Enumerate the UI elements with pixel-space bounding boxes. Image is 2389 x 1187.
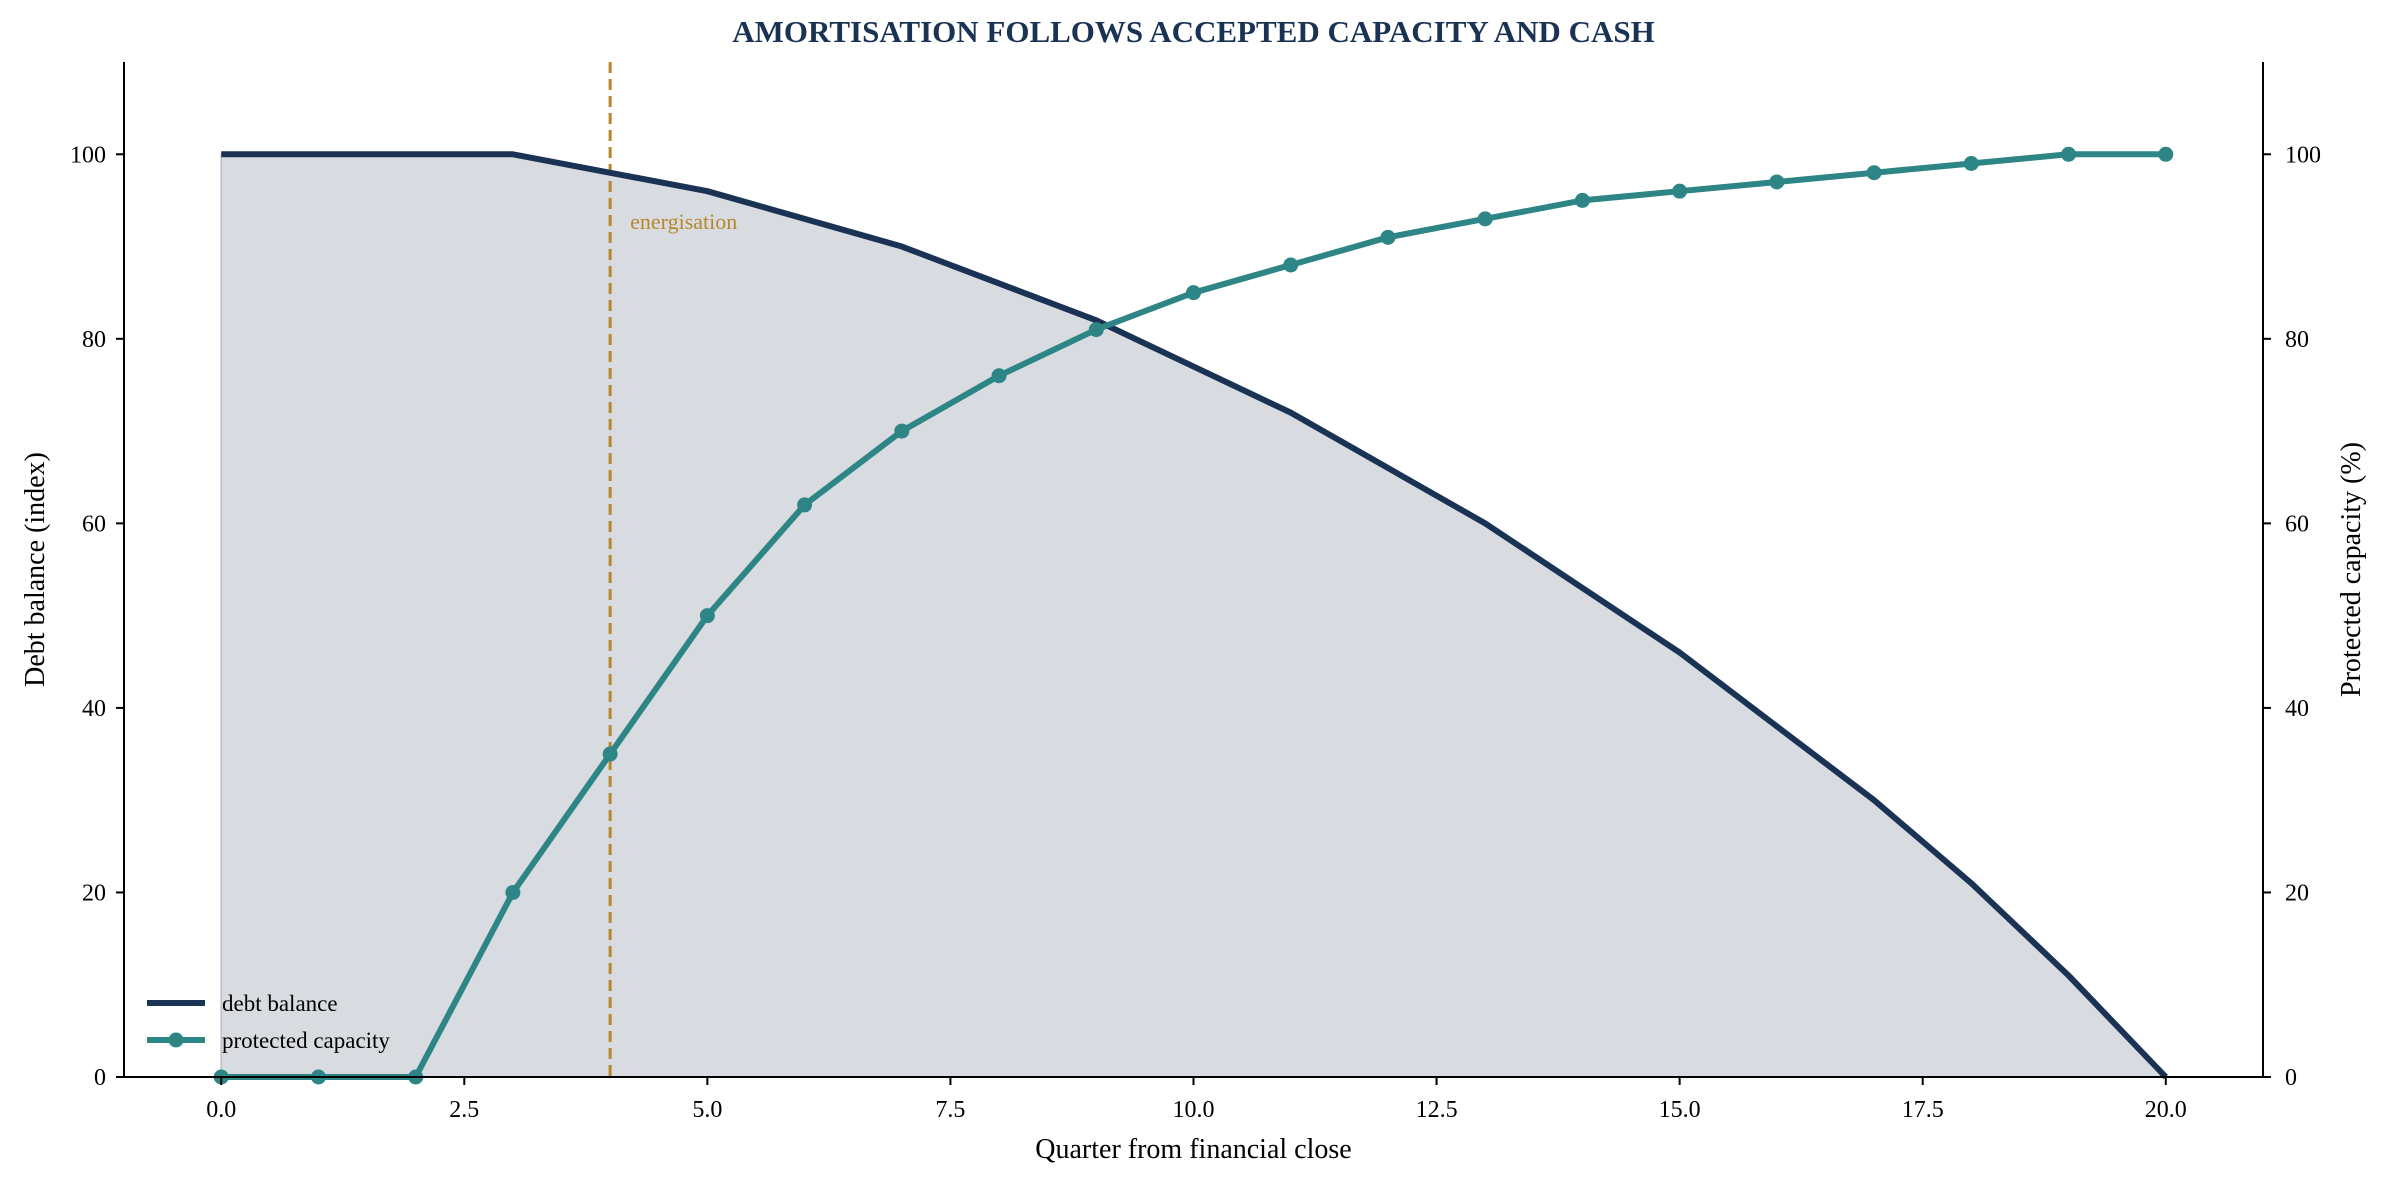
data-point-protected-capacity-16 [1769, 174, 1785, 190]
data-point-protected-capacity-6 [797, 497, 813, 513]
y-right-tick-label-5: 100 [2285, 142, 2321, 168]
x-tick-label-5: 12.5 [1416, 1097, 1458, 1123]
annotation-label-0: energisation [630, 209, 737, 234]
y-left-tick-label-3: 60 [82, 511, 106, 537]
y-axis-label-left: Debt balance (index) [20, 452, 51, 687]
data-point-protected-capacity-10 [1186, 285, 1201, 301]
legend-label-1: protected capacity [222, 1028, 390, 1053]
data-point-protected-capacity-13 [1477, 211, 1493, 227]
plot-area: energisation 0.0 2.5 5.0 7.5 10.0 12.5 15.0 17.5… [70, 62, 2321, 1123]
x-tick-label-4: 10.0 [1173, 1097, 1215, 1123]
data-point-protected-capacity-15 [1672, 183, 1688, 199]
y-right-tick-label-4: 80 [2285, 327, 2309, 353]
data-point-protected-capacity-19 [2061, 146, 2077, 162]
y-axis-label-right: Protected capacity (%) [2336, 442, 2367, 697]
x-tick-label-2: 5.0 [692, 1097, 722, 1123]
x-tick-label-1: 2.5 [449, 1097, 479, 1123]
legend: debt balance protected capacity [147, 991, 390, 1053]
legend-marker-1 [168, 1032, 184, 1048]
data-point-protected-capacity-7 [894, 423, 910, 439]
y-left-tick-label-5: 100 [70, 142, 106, 168]
data-point-protected-capacity-11 [1283, 257, 1299, 273]
x-tick-label-3: 7.5 [935, 1097, 965, 1123]
y-left-tick-label-1: 20 [82, 880, 106, 906]
y-right-tick-label-2: 40 [2285, 696, 2309, 722]
x-axis-label: Quarter from financial close [1035, 1134, 1351, 1165]
data-point-protected-capacity-14 [1574, 192, 1590, 208]
x-tick-label-0: 0.0 [206, 1097, 236, 1123]
x-tick-label-6: 15.0 [1659, 1097, 1701, 1123]
data-point-protected-capacity-5 [699, 608, 715, 624]
legend-label-0: debt balance [222, 991, 338, 1016]
data-point-protected-capacity-12 [1380, 229, 1396, 245]
data-point-protected-capacity-18 [1963, 156, 1979, 171]
y-right-tick-label-3: 60 [2285, 511, 2309, 537]
y-left-tick-label-0: 0 [94, 1065, 106, 1091]
x-tick-label-7: 17.5 [1902, 1097, 1944, 1123]
x-tick-label-8: 20.0 [2145, 1097, 2187, 1123]
y-left-tick-label-4: 80 [82, 327, 106, 353]
y-right-tick-label-0: 0 [2285, 1065, 2297, 1091]
data-point-protected-capacity-17 [1866, 165, 1882, 181]
chart-title: AMORTISATION FOLLOWS ACCEPTED CAPACITY A… [732, 14, 1654, 49]
y-right-tick-label-1: 20 [2285, 880, 2309, 906]
data-point-protected-capacity-8 [991, 368, 1007, 384]
y-left-tick-label-2: 40 [82, 696, 106, 722]
data-point-protected-capacity-3 [505, 884, 521, 900]
data-point-protected-capacity-9 [1088, 322, 1104, 338]
data-point-protected-capacity-20 [2158, 146, 2174, 162]
series-line-debt-balance [221, 151, 2168, 1080]
data-point-protected-capacity-4 [602, 746, 618, 762]
